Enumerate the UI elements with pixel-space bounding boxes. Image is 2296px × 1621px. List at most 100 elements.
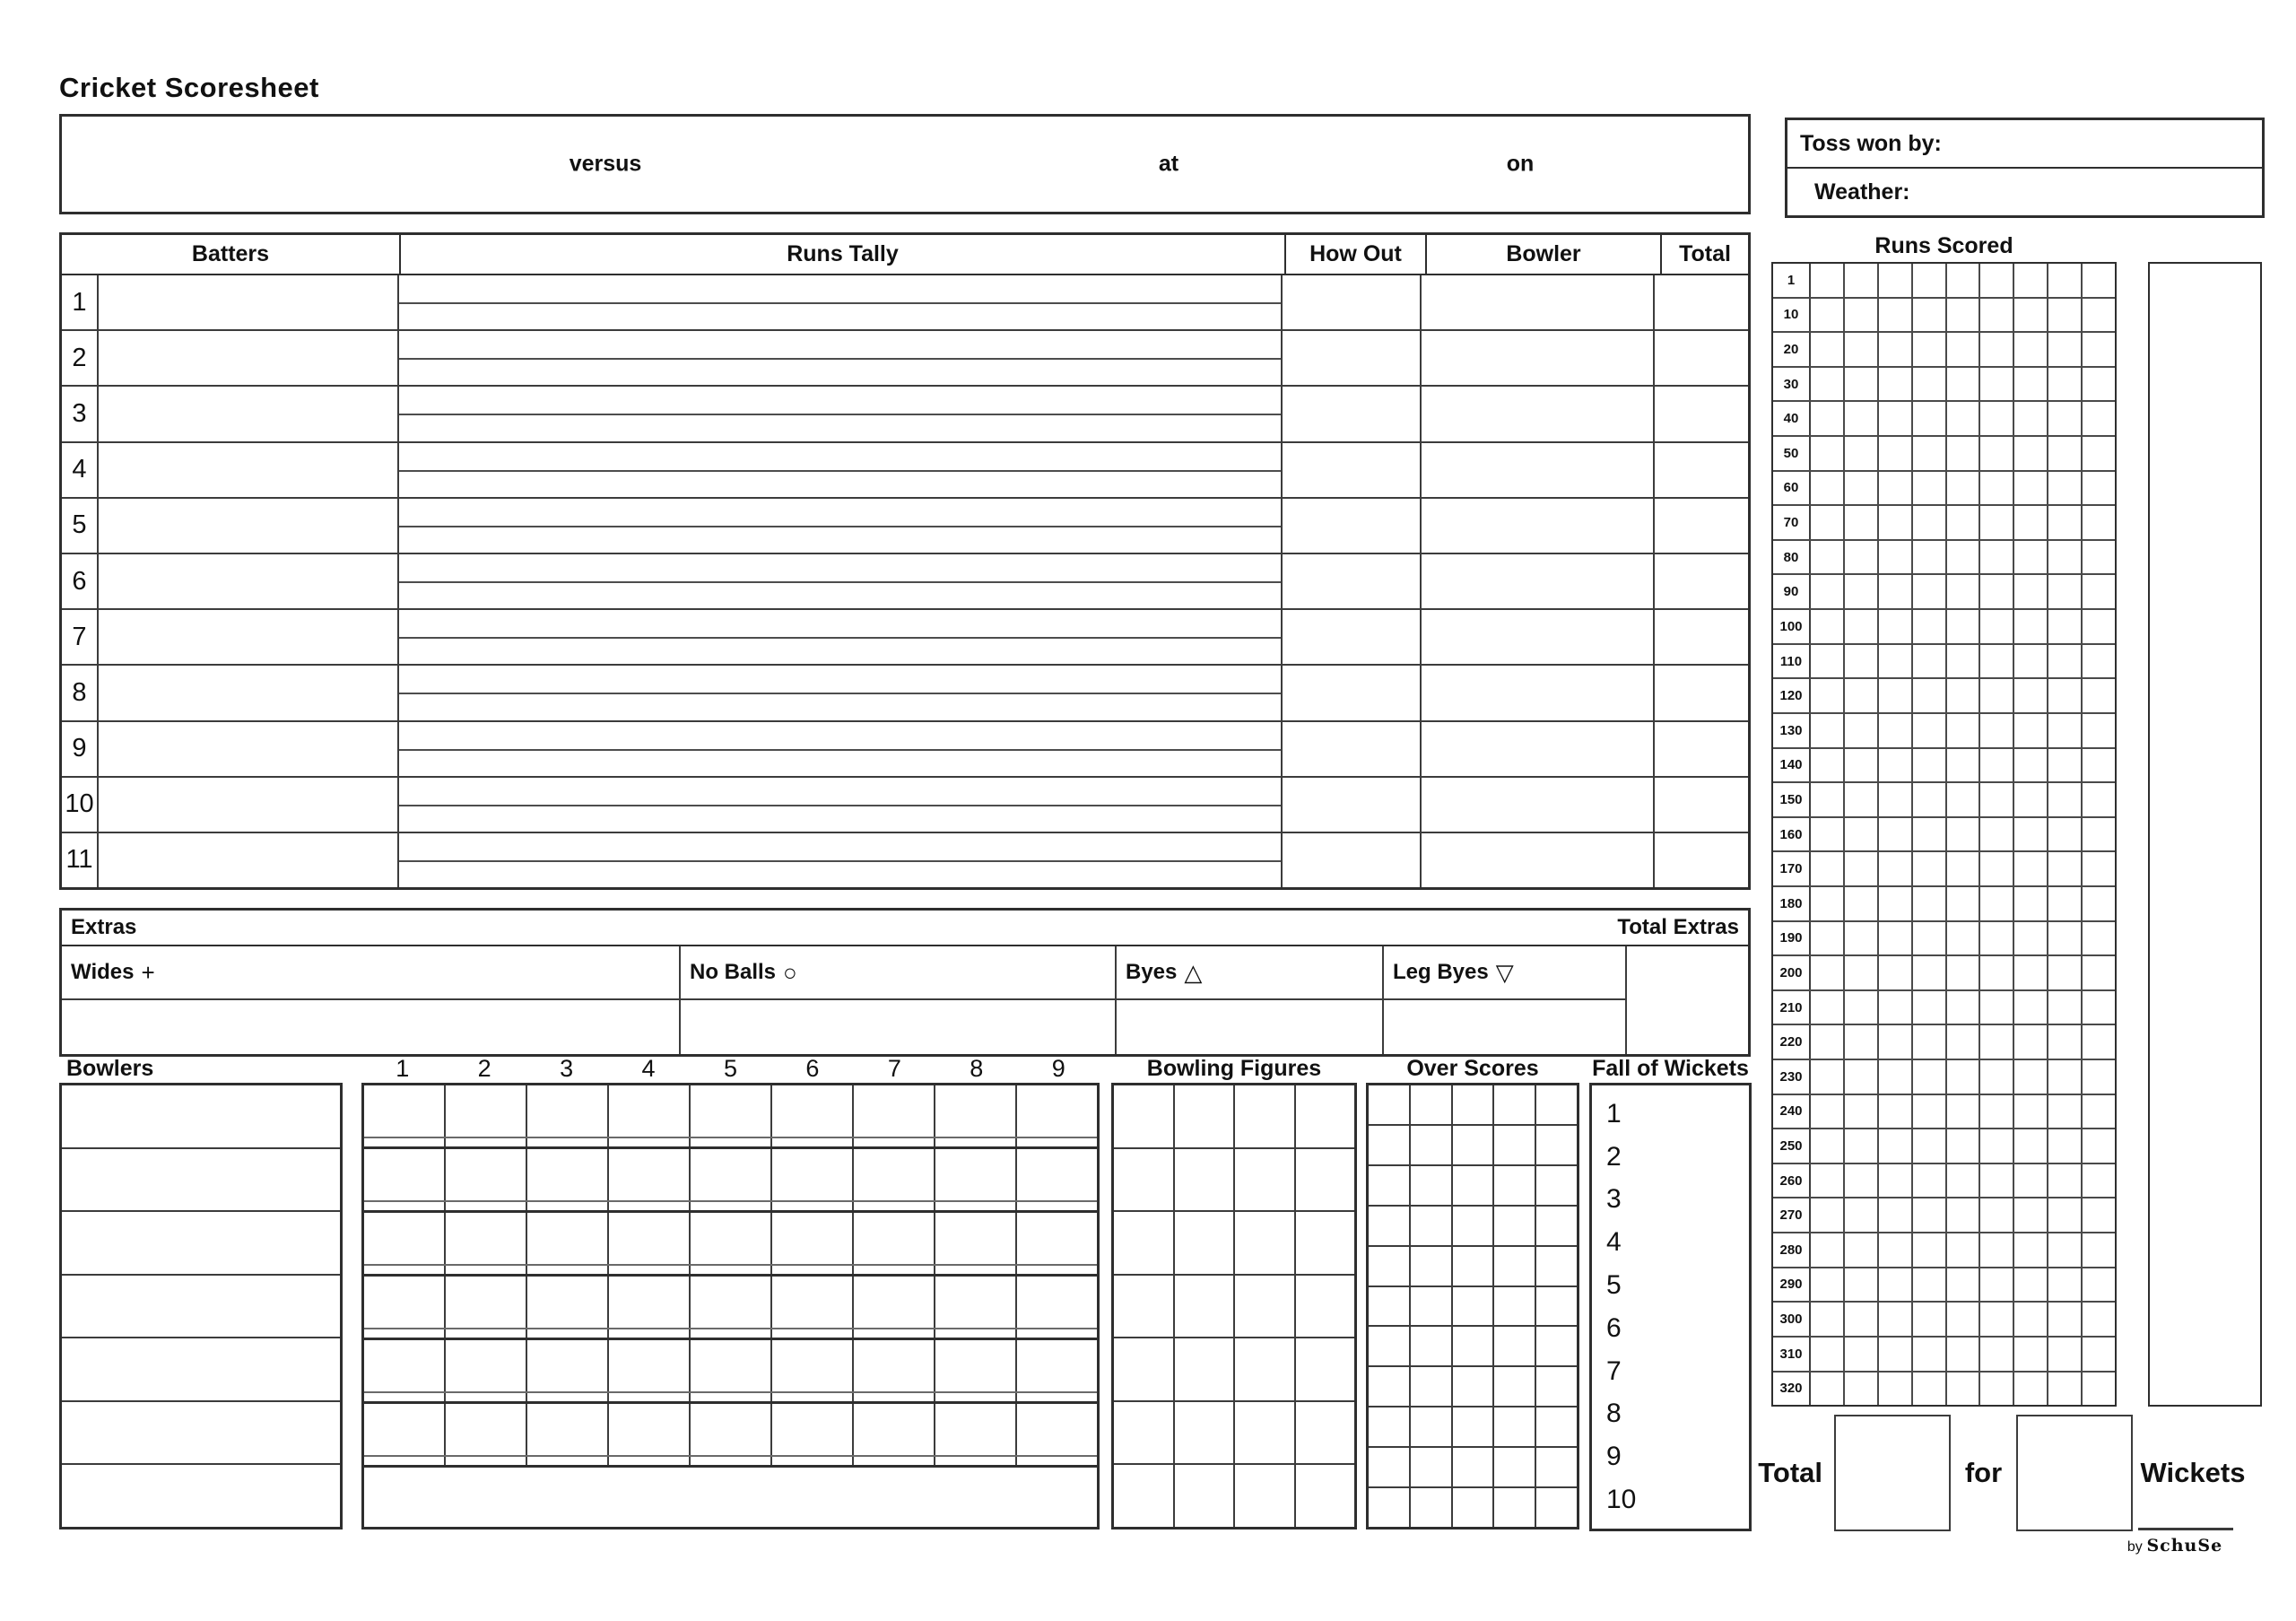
runs-tick-cell <box>2047 1060 2081 1094</box>
runs-tally-cell <box>397 610 1281 665</box>
bowler-name-cell <box>1420 610 1653 665</box>
overs-row <box>364 1149 1097 1202</box>
over-scores-cell <box>1492 1488 1535 1527</box>
bowler-name-row <box>62 1273 340 1338</box>
total-cell <box>1653 666 1748 720</box>
bowling-figures-cell <box>1233 1085 1294 1147</box>
over-scores-row <box>1369 1123 1577 1164</box>
overs-total-strip <box>364 1137 1097 1149</box>
runs-tick-cell <box>2081 956 2115 989</box>
over-scores-cell <box>1450 1488 1493 1527</box>
runs-row-label: 140 <box>1773 748 1811 782</box>
overs-row <box>364 1404 1097 1457</box>
page-title: Cricket Scoresheet <box>59 72 319 103</box>
runs-tick-cell <box>2081 610 2115 643</box>
over-scores-row <box>1369 1446 1577 1487</box>
tally-line <box>399 525 1281 527</box>
over-cell <box>364 1277 444 1328</box>
runs-scored-row: 250 <box>1773 1128 2115 1163</box>
wides-entry-cell <box>62 1000 679 1054</box>
runs-tick-cell <box>1910 852 1945 885</box>
runs-tick-cell <box>1979 852 2013 885</box>
runs-scored-row: 220 <box>1773 1024 2115 1059</box>
bowling-figures-cell <box>1233 1148 1294 1211</box>
over-scores-cell <box>1408 1246 1451 1285</box>
runs-tick-cell <box>1876 679 1911 712</box>
runs-tick-cell <box>2047 990 2081 1024</box>
over-total-cell <box>364 1266 444 1274</box>
over-scores-row <box>1369 1365 1577 1407</box>
runs-tick-cell <box>2081 402 2115 436</box>
runs-tick-cell <box>1811 1060 1843 1094</box>
over-cell <box>689 1149 770 1200</box>
runs-tally-column-header: Runs Tally <box>399 235 1284 274</box>
runs-scored-row: 140 <box>1773 746 2115 782</box>
toss-won-by-label: Toss won by: <box>1800 130 1942 156</box>
runs-tick-cell <box>1910 471 1945 505</box>
over-total-cell <box>364 1202 444 1210</box>
runs-tick-cell <box>2047 1268 2081 1302</box>
over-number-header: 4 <box>641 1055 656 1082</box>
batter-row: 9 <box>62 719 1748 776</box>
runs-tick-cell <box>2047 748 2081 782</box>
batter-number: 1 <box>72 287 87 317</box>
runs-tick-cell <box>2081 1060 2115 1094</box>
no-balls-entry-cell <box>681 1000 1115 1054</box>
runs-tick-cell <box>1979 471 2013 505</box>
batter-row: 8 <box>62 664 1748 720</box>
runs-tally-cell <box>397 442 1281 497</box>
over-cell <box>607 1085 689 1137</box>
runs-tick-cell <box>2081 817 2115 851</box>
wicket-number: 8 <box>1606 1399 1622 1429</box>
runs-tick-cell <box>2047 644 2081 678</box>
batter-number: 8 <box>72 677 87 707</box>
runs-tick-cell <box>1876 367 1911 401</box>
runs-tick-cell <box>2081 1337 2115 1371</box>
over-total-cell <box>689 1392 770 1401</box>
over-scores-cell <box>1450 1448 1493 1487</box>
overs-row <box>364 1277 1097 1329</box>
runs-tick-cell <box>2013 264 2047 297</box>
overs-row <box>364 1340 1097 1393</box>
total-cell <box>1653 832 1748 888</box>
runs-tick-cell <box>2047 713 2081 747</box>
bowling-figures-row <box>1114 1463 1354 1528</box>
over-total-cell <box>364 1138 444 1146</box>
runs-scored-row: 180 <box>1773 885 2115 920</box>
over-total-cell <box>770 1201 852 1210</box>
over-total-cell <box>770 1265 852 1274</box>
no-balls-column: No Balls ○ <box>679 946 1115 1054</box>
over-cell <box>526 1340 607 1391</box>
over-scores-row <box>1369 1204 1577 1245</box>
total-extras-entry-cell <box>1625 946 1748 1054</box>
over-scores-cell <box>1369 1247 1409 1285</box>
runs-tick-cell <box>1944 1163 1979 1198</box>
over-scores-cell <box>1450 1246 1493 1285</box>
over-total-cell <box>689 1329 770 1338</box>
over-total-cell <box>444 1265 526 1274</box>
credit-brand-text: SchuSe <box>2146 1536 2223 1556</box>
bowler-name-row <box>62 1337 340 1400</box>
runs-tick-cell <box>2013 402 2047 436</box>
tally-line <box>399 469 1281 472</box>
batter-row: 7 <box>62 608 1748 665</box>
no-balls-label: No Balls ○ <box>681 946 1115 1000</box>
runs-tick-cell <box>1876 1233 1911 1267</box>
runs-row-label: 1 <box>1773 264 1811 297</box>
runs-tick-cell <box>1842 1163 1877 1198</box>
over-number-header: 7 <box>887 1055 901 1082</box>
runs-tick-cell <box>1944 1233 1979 1267</box>
over-total-cell <box>526 1265 607 1274</box>
batter-row: 3 <box>62 385 1748 441</box>
over-scores-cell <box>1369 1327 1409 1365</box>
bowler-name-cell <box>1420 777 1653 832</box>
runs-tick-cell <box>1979 1060 2013 1094</box>
wicket-number: 5 <box>1606 1270 1622 1301</box>
how-out-cell <box>1281 721 1420 776</box>
over-total-cell <box>770 1456 852 1465</box>
runs-tick-cell <box>1876 298 1911 332</box>
bowling-figures-grid <box>1111 1083 1357 1529</box>
over-cell <box>934 1340 1015 1391</box>
runs-row-label: 150 <box>1773 783 1811 816</box>
leg-byes-triangle-icon: ▽ <box>1495 958 1514 986</box>
